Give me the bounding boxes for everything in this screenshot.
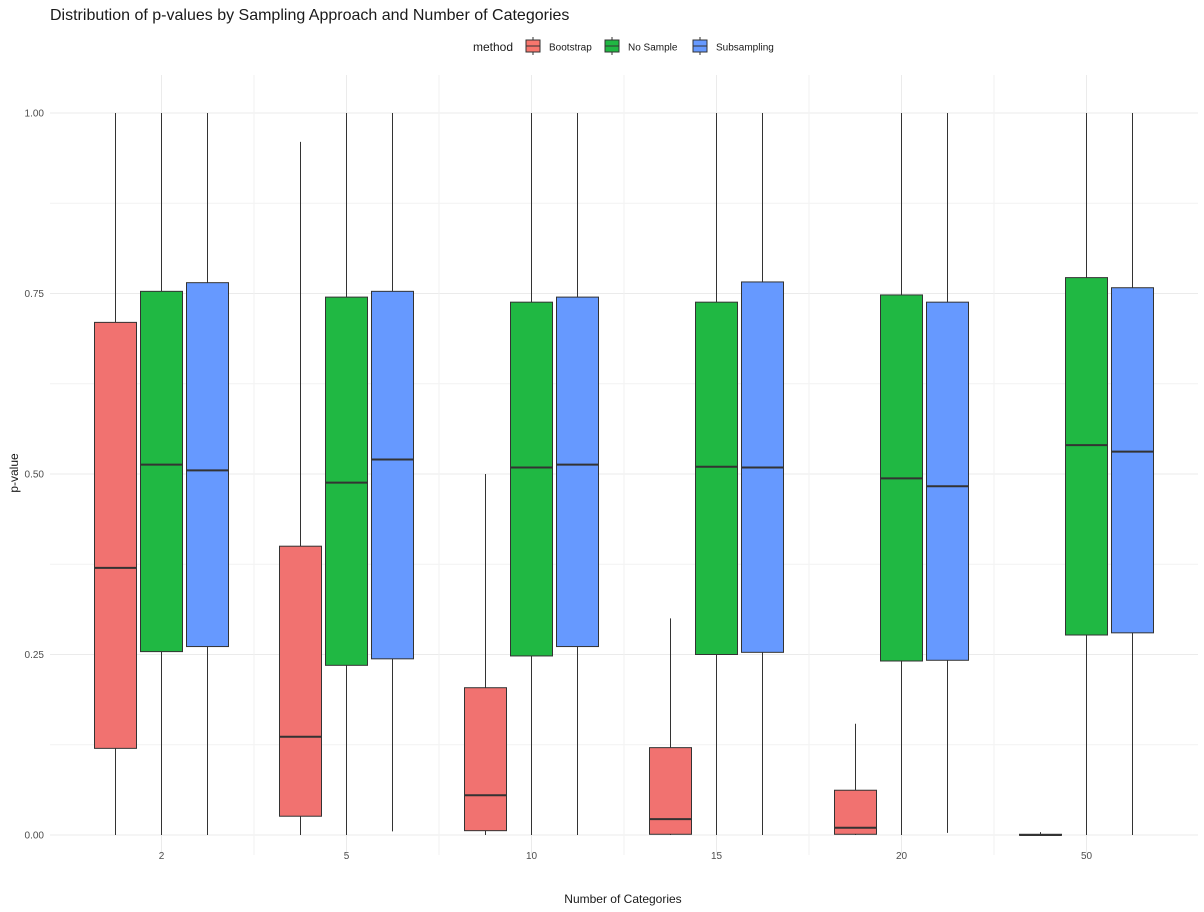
box-no-sample-15 bbox=[695, 113, 738, 835]
box-subsampling-15 bbox=[741, 113, 784, 835]
box-bootstrap-5 bbox=[279, 141, 322, 835]
box-iqr bbox=[510, 301, 553, 657]
legend-title: method bbox=[473, 40, 513, 54]
box-subsampling-20 bbox=[926, 113, 969, 833]
box-iqr bbox=[1111, 287, 1154, 634]
box-iqr bbox=[325, 296, 368, 666]
x-axis-ticks: 2 5 10 15 20 50 bbox=[159, 851, 1093, 862]
box-subsampling-5 bbox=[371, 113, 414, 832]
y-tick-label: 0.50 bbox=[25, 470, 45, 481]
legend-label: Bootstrap bbox=[549, 43, 592, 54]
box-no-sample-2 bbox=[140, 113, 183, 835]
box-bootstrap-2 bbox=[94, 113, 137, 835]
box-iqr bbox=[140, 290, 183, 653]
legend-items: Bootstrap No Sample Subsampling bbox=[525, 37, 774, 55]
x-tick-label: 5 bbox=[344, 851, 350, 862]
x-tick-label: 10 bbox=[526, 851, 538, 862]
x-axis-title: Number of Categories bbox=[564, 892, 681, 906]
legend-item-subsampling: Subsampling bbox=[692, 37, 774, 55]
box-subsampling-2 bbox=[186, 113, 229, 835]
box-no-sample-5 bbox=[325, 113, 368, 835]
box-iqr bbox=[279, 545, 322, 817]
box-no-sample-20 bbox=[880, 113, 923, 835]
y-axis-title: p-value bbox=[7, 453, 21, 493]
y-tick-label: 1.00 bbox=[25, 109, 45, 120]
x-tick-label: 2 bbox=[159, 851, 165, 862]
x-tick-label: 50 bbox=[1081, 851, 1093, 862]
box-subsampling-50 bbox=[1111, 113, 1154, 835]
box-iqr bbox=[94, 321, 137, 749]
box-bootstrap-10 bbox=[464, 474, 507, 835]
box-no-sample-10 bbox=[510, 113, 553, 835]
box-iqr bbox=[926, 301, 969, 661]
chart-title: Distribution of p-values by Sampling App… bbox=[50, 7, 569, 24]
x-tick-label: 20 bbox=[896, 851, 908, 862]
box-bootstrap-20 bbox=[834, 723, 877, 835]
box-iqr bbox=[649, 747, 692, 835]
y-tick-label: 0.75 bbox=[25, 289, 45, 300]
box-bootstrap-50 bbox=[1019, 832, 1062, 836]
x-tick-label: 15 bbox=[711, 851, 723, 862]
box-subsampling-10 bbox=[556, 113, 599, 835]
box-iqr bbox=[186, 282, 229, 648]
boxes-layer bbox=[94, 113, 1154, 836]
legend-item-bootstrap: Bootstrap bbox=[525, 37, 592, 55]
legend-label: Subsampling bbox=[716, 43, 774, 54]
legend-item-no-sample: No Sample bbox=[604, 37, 678, 55]
box-iqr bbox=[1065, 277, 1108, 636]
box-iqr bbox=[371, 290, 414, 660]
legend-label: No Sample bbox=[628, 43, 678, 54]
box-iqr bbox=[464, 687, 507, 832]
legend: method Bootstrap No Sample Subsampling bbox=[473, 37, 774, 55]
box-bootstrap-15 bbox=[649, 618, 692, 835]
box-iqr bbox=[695, 301, 738, 655]
y-tick-label: 0.25 bbox=[25, 650, 45, 661]
y-tick-label: 0.00 bbox=[25, 831, 45, 842]
y-axis-ticks: 0.00 0.25 0.50 0.75 1.00 bbox=[25, 109, 45, 842]
box-no-sample-50 bbox=[1065, 113, 1108, 835]
box-iqr bbox=[556, 296, 599, 648]
